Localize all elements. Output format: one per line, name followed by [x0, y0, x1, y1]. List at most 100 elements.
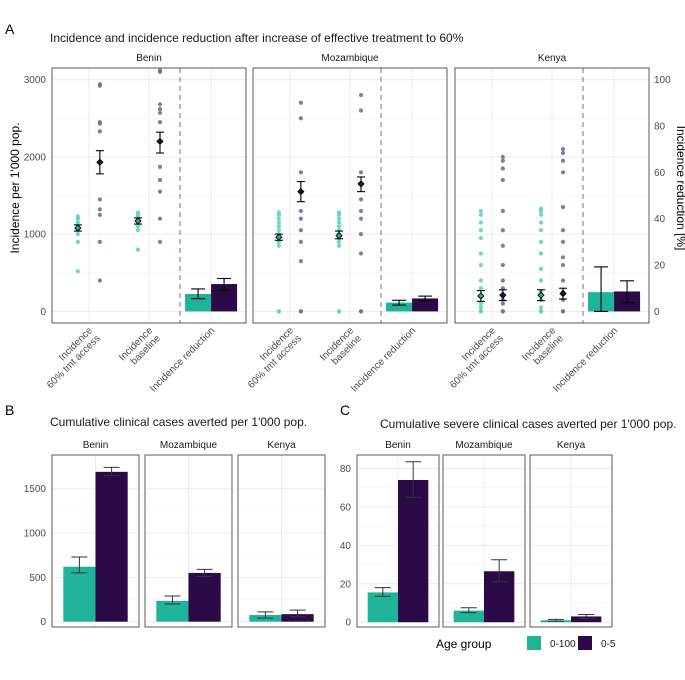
a-point-tmt-0-5 — [500, 301, 505, 306]
a-point-tmt-0-5 — [500, 177, 505, 183]
a-ytick-right-label: 100 — [654, 75, 671, 86]
panel-c-title: Cumulative severe clinical cases averted… — [380, 417, 676, 431]
a-strip-mozambique: Mozambique — [321, 53, 379, 64]
b-bar-0-5 — [95, 471, 128, 622]
panel-c: 0 20 40 60 80 Benin Mozambique Kenya — [340, 440, 613, 629]
b-ytick-label: 0 — [40, 617, 46, 628]
a-point-tmt-0-100 — [75, 269, 80, 274]
b-facet-frame — [51, 454, 140, 628]
a-point-base-0-100 — [336, 210, 342, 215]
b-bar-0-100 — [63, 566, 96, 622]
legend-label-0-100: 0-100 — [550, 639, 576, 650]
a-point-tmt-0-5 — [298, 259, 303, 264]
a-point-base-0-100 — [135, 210, 141, 215]
a-mean-marker — [499, 291, 507, 299]
a-xtick-label: Incidencebaseline — [318, 325, 364, 371]
a-point-tmt-0-100 — [276, 224, 281, 229]
panel-b-title: Cumulative clinical cases averted per 1'… — [50, 415, 307, 429]
b-facet-mozambique: Mozambique — [144, 440, 233, 628]
c-facet-mozambique: Mozambique — [442, 440, 526, 628]
a-ytick-right-label: 40 — [654, 214, 666, 225]
c-ytick-label: 80 — [340, 464, 352, 475]
a-point-tmt-0-5 — [97, 212, 102, 217]
panel-a-tag: A — [5, 21, 15, 37]
a-ytick-right-label: 0 — [654, 307, 660, 318]
a-mean-marker — [74, 224, 82, 232]
a-ytick-label: 0 — [40, 307, 46, 318]
panel-b-tag: B — [5, 402, 14, 418]
b-bar-0-5 — [188, 572, 221, 622]
a-facet-benin: Benin Incidence60% tmt access Incidencebas… — [37, 53, 247, 394]
a-point-tmt-0-5 — [500, 309, 505, 314]
a-point-base-0-5 — [560, 228, 566, 233]
b-facet-frame — [144, 454, 233, 628]
a-facet-frame — [252, 67, 448, 324]
a-point-base-0-5 — [358, 232, 364, 237]
a-point-base-0-100 — [538, 220, 544, 225]
a-xtick-label: Incidence60% tmt access — [238, 325, 304, 391]
a-ytick-right-label: 80 — [654, 121, 666, 132]
a-point-base-0-5 — [157, 119, 163, 125]
a-point-tmt-0-100 — [478, 251, 483, 256]
a-point-tmt-0-100 — [478, 228, 483, 233]
a-facet-kenya: Kenya Incidence60% tmt access Incidencebas… — [440, 53, 650, 394]
panel-a-title: Incidence and incidence reduction after … — [50, 31, 464, 45]
a-point-base-0-100 — [336, 216, 342, 221]
a-point-base-0-5 — [157, 164, 163, 170]
a-point-base-0-100 — [336, 309, 342, 314]
b-facet-frame — [237, 454, 326, 628]
a-point-base-0-100 — [538, 206, 544, 211]
c-strip-kenya: Kenya — [557, 440, 586, 451]
a-point-tmt-0-5 — [97, 82, 102, 87]
a-point-tmt-0-100 — [478, 262, 483, 268]
a-point-base-0-100 — [336, 239, 342, 244]
a-mean-marker — [134, 217, 142, 225]
a-facet-frame — [454, 67, 650, 324]
b-facet-benin: Benin — [51, 440, 140, 628]
a-point-tmt-0-5 — [500, 158, 505, 163]
a-point-tmt-0-5 — [97, 278, 102, 283]
a-point-tmt-0-5 — [298, 100, 303, 105]
a-point-base-0-5 — [157, 239, 163, 244]
a-point-tmt-0-100 — [478, 220, 483, 225]
c-ytick-label: 0 — [345, 618, 351, 629]
panel-b: 0 500 1000 1500 Benin Mozambique Kenya — [24, 440, 326, 628]
a-point-tmt-0-100 — [276, 309, 281, 314]
a-point-tmt-0-100 — [276, 228, 281, 233]
a-mean-marker — [537, 291, 545, 299]
panel-c-tag: C — [340, 402, 350, 418]
a-point-tmt-0-100 — [478, 305, 483, 310]
a-point-tmt-0-100 — [276, 216, 281, 221]
c-strip-mozambique: Mozambique — [455, 440, 513, 451]
c-ytick-label: 40 — [340, 541, 352, 552]
a-point-tmt-0-5 — [97, 129, 102, 134]
panel-a: 0 1000 2000 3000 0 20 40 60 80 100 Benin Incidence6… — [24, 53, 671, 394]
a-point-base-0-5 — [560, 147, 566, 152]
a-xtick-label: Incidence60% tmt access — [440, 325, 506, 391]
c-facet-frame — [356, 454, 440, 628]
panel-a-ylabel-right: Incidence reduction [%] — [674, 126, 685, 251]
a-point-tmt-0-5 — [500, 262, 505, 268]
a-point-base-0-5 — [358, 92, 364, 98]
b-ytick-label: 500 — [29, 573, 46, 584]
a-strip-kenya: Kenya — [538, 53, 567, 64]
a-point-tmt-0-5 — [97, 239, 102, 244]
c-bar-0-5 — [398, 479, 429, 623]
a-ytick-right-label: 20 — [654, 261, 666, 272]
a-point-tmt-0-100 — [75, 214, 80, 219]
a-mean-marker — [477, 292, 485, 300]
a-point-tmt-0-5 — [298, 170, 303, 175]
a-point-base-0-100 — [538, 212, 544, 217]
a-point-base-0-5 — [157, 106, 163, 112]
a-point-tmt-0-100 — [478, 286, 483, 291]
a-xtick-label: Incidence reduction — [349, 325, 418, 394]
a-point-base-0-5 — [157, 110, 163, 115]
c-bar-0-5 — [571, 616, 602, 623]
a-point-tmt-0-5 — [298, 216, 303, 221]
a-xtick-label: Incidence60% tmt access — [37, 325, 103, 391]
b-facet-kenya: Kenya — [237, 440, 326, 628]
a-point-base-0-100 — [538, 228, 544, 233]
a-point-tmt-0-5 — [298, 239, 303, 244]
a-point-tmt-0-5 — [500, 166, 505, 171]
